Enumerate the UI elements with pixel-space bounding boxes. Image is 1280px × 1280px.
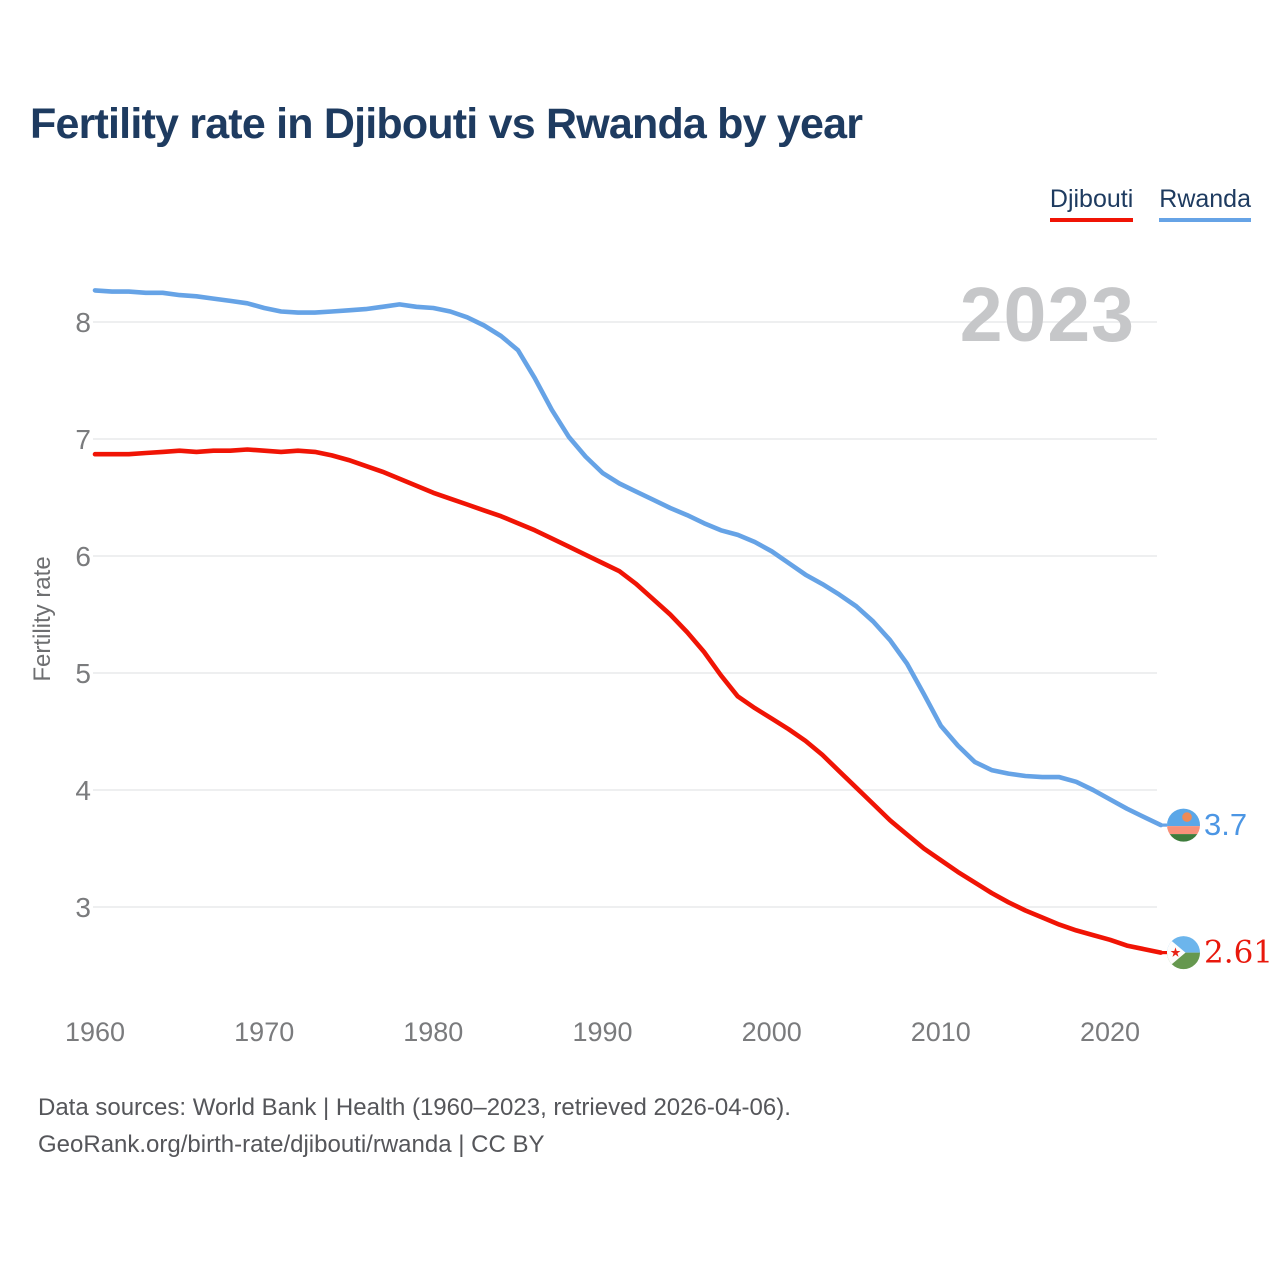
chart-footer: Data sources: World Bank | Health (1960–… (38, 1089, 791, 1163)
y-tick-label-6: 6 (75, 541, 91, 572)
end-value-label-djibouti: 2.61 (1204, 935, 1273, 971)
legend-label-djibouti: Djibouti (1049, 185, 1134, 213)
attribution-note: GeoRank.org/birth-rate/djibouti/rwanda |… (38, 1131, 545, 1158)
y-tick-label-3: 3 (75, 892, 91, 923)
year-watermark: 2023 (959, 272, 1135, 358)
x-tick-label-1960: 1960 (65, 1017, 125, 1047)
x-tick-label-1970: 1970 (234, 1017, 294, 1047)
legend-item-djibouti[interactable]: Djibouti (1049, 185, 1134, 222)
chart-legend: Djibouti Rwanda (1049, 185, 1251, 222)
x-tick-label-2000: 2000 (742, 1017, 802, 1047)
rwanda-flag-icon (1167, 808, 1200, 842)
legend-item-rwanda[interactable]: Rwanda (1159, 185, 1251, 222)
djibouti-flag-icon (1167, 936, 1200, 970)
y-tick-label-8: 8 (75, 307, 91, 338)
end-value-label-rwanda: 3.7 (1204, 807, 1247, 842)
y-tick-label-4: 4 (75, 775, 91, 806)
x-tick-label-2010: 2010 (911, 1017, 971, 1047)
page-title: Fertility rate in Djibouti vs Rwanda by … (30, 100, 863, 148)
data-sources-note: Data sources: World Bank | Health (1960–… (38, 1094, 791, 1121)
series-line-djibouti[interactable] (92, 447, 1164, 955)
x-tick-label-1990: 1990 (572, 1017, 632, 1047)
x-tick-label-1980: 1980 (403, 1017, 463, 1047)
x-tick-label-2020: 2020 (1080, 1017, 1140, 1047)
series-line-rwanda[interactable] (92, 288, 1164, 828)
y-tick-label-5: 5 (75, 658, 91, 689)
y-tick-label-7: 7 (75, 424, 91, 455)
legend-label-rwanda: Rwanda (1159, 185, 1251, 213)
